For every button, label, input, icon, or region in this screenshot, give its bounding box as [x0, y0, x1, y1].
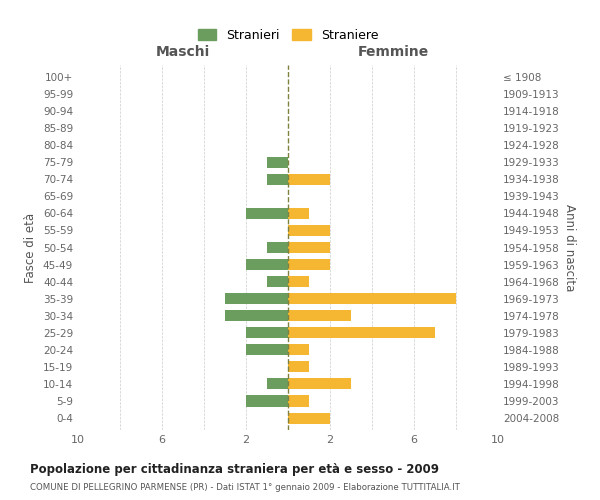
Bar — [288, 412, 330, 424]
Bar — [288, 174, 330, 185]
Text: Popolazione per cittadinanza straniera per età e sesso - 2009: Popolazione per cittadinanza straniera p… — [30, 462, 439, 475]
Bar — [225, 310, 288, 322]
Y-axis label: Fasce di età: Fasce di età — [25, 212, 37, 282]
Bar — [288, 208, 309, 219]
Bar — [225, 293, 288, 304]
Text: Maschi: Maschi — [156, 45, 210, 59]
Bar — [288, 344, 309, 356]
Bar — [246, 396, 288, 406]
Bar — [288, 242, 330, 253]
Text: Femmine: Femmine — [358, 45, 428, 59]
Bar — [267, 276, 288, 287]
Bar — [267, 378, 288, 390]
Bar — [267, 156, 288, 168]
Bar — [288, 225, 330, 236]
Bar — [288, 396, 309, 406]
Bar — [267, 242, 288, 253]
Bar — [288, 378, 351, 390]
Y-axis label: Anni di nascita: Anni di nascita — [563, 204, 576, 291]
Bar — [288, 276, 309, 287]
Bar — [246, 208, 288, 219]
Bar — [246, 344, 288, 356]
Bar — [246, 327, 288, 338]
Bar — [288, 362, 309, 372]
Bar — [288, 310, 351, 322]
Bar — [246, 259, 288, 270]
Bar — [288, 293, 456, 304]
Bar — [288, 259, 330, 270]
Legend: Stranieri, Straniere: Stranieri, Straniere — [193, 24, 383, 47]
Bar — [288, 327, 435, 338]
Text: COMUNE DI PELLEGRINO PARMENSE (PR) - Dati ISTAT 1° gennaio 2009 - Elaborazione T: COMUNE DI PELLEGRINO PARMENSE (PR) - Dat… — [30, 482, 460, 492]
Bar — [267, 174, 288, 185]
